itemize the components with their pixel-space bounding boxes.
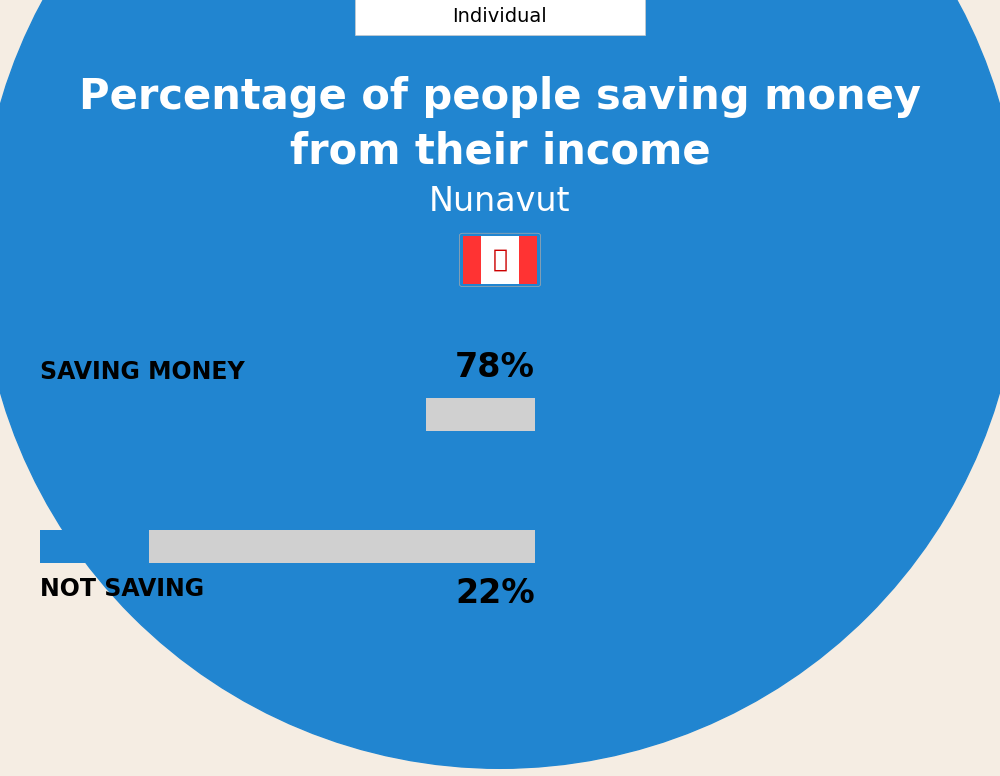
Text: Nunavut: Nunavut <box>429 185 571 218</box>
Bar <box>462 236 481 284</box>
Bar <box>40 398 535 431</box>
FancyBboxPatch shape <box>355 0 645 35</box>
Text: from their income: from their income <box>290 130 710 172</box>
Bar <box>40 530 149 563</box>
Text: SAVING MONEY: SAVING MONEY <box>40 360 245 384</box>
Text: 78%: 78% <box>455 351 535 384</box>
Bar <box>481 236 519 284</box>
Text: 🍁: 🍁 <box>492 248 508 272</box>
Text: Percentage of people saving money: Percentage of people saving money <box>79 76 921 118</box>
Bar <box>40 530 535 563</box>
Text: 22%: 22% <box>455 577 535 610</box>
Text: Individual: Individual <box>453 7 547 26</box>
Text: NOT SAVING: NOT SAVING <box>40 577 204 601</box>
Bar <box>40 398 426 431</box>
Bar <box>519 236 537 284</box>
